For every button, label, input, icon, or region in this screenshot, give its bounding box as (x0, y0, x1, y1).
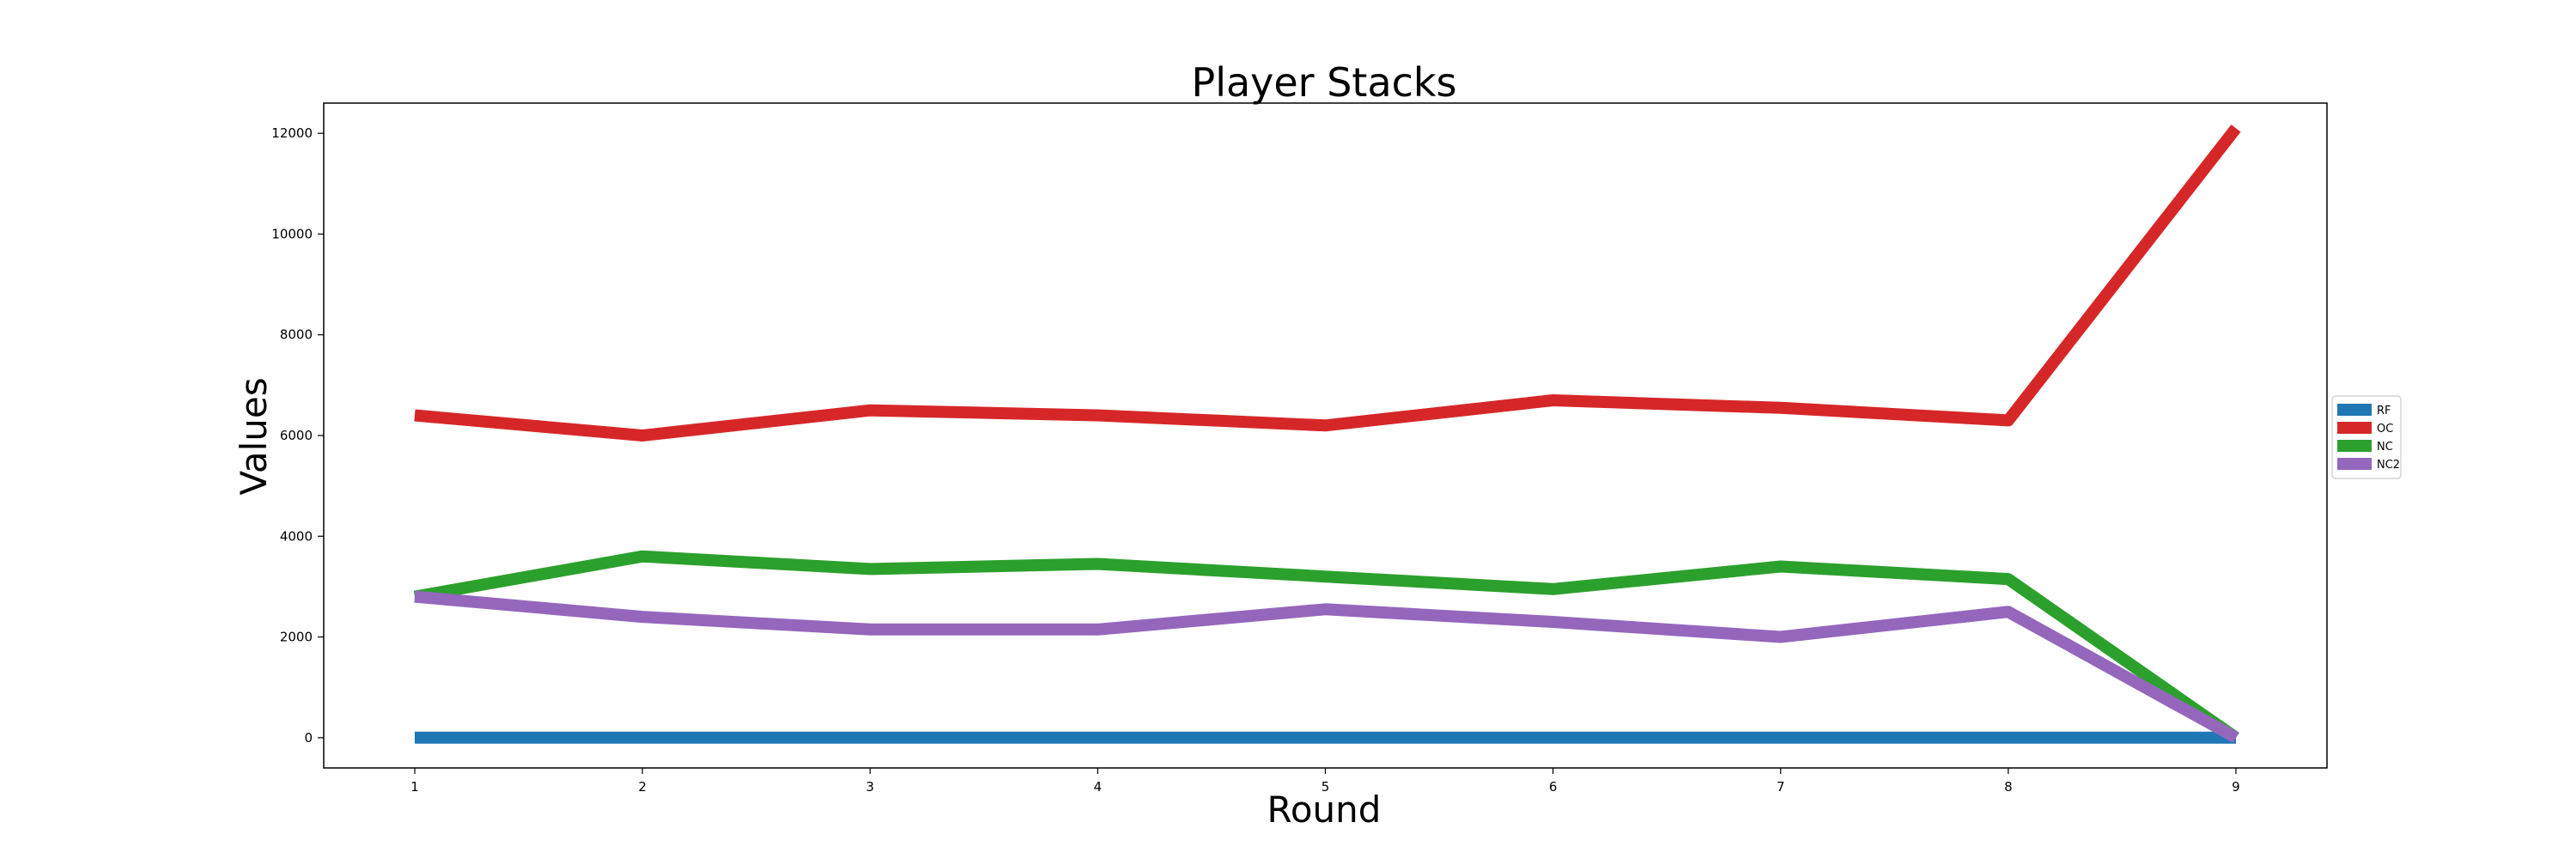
y-axis-title: Values (233, 377, 275, 495)
legend-swatch-nc2 (2337, 458, 2372, 470)
legend-label-nc: NC (2377, 441, 2393, 454)
legend-swatch-nc (2337, 440, 2372, 452)
legend-swatch-rf (2337, 404, 2372, 416)
y-axis-ticks: 0 2000 4000 6000 8000 10000 12000 (271, 125, 324, 746)
series-line-nc2 (414, 590, 2239, 743)
x-tick-label: 5 (1321, 779, 1330, 795)
series-line-nc (413, 550, 2240, 743)
x-tick-label: 7 (1777, 779, 1785, 795)
y-tick-label: 2000 (280, 630, 313, 645)
x-tick-label: 2 (638, 779, 647, 795)
x-tick-label: 3 (866, 779, 874, 795)
x-tick-label: 4 (1094, 779, 1103, 795)
y-tick-label: 4000 (280, 528, 313, 544)
chart-title: Player Stacks (1191, 59, 1456, 106)
y-tick-label: 6000 (280, 428, 313, 443)
y-tick-label: 0 (304, 730, 313, 746)
legend-label-nc2: NC2 (2377, 459, 2400, 472)
y-tick-label: 8000 (280, 327, 313, 343)
y-tick-label: 10000 (271, 226, 313, 241)
series-layer (413, 124, 2241, 744)
x-tick-label: 8 (2004, 779, 2013, 795)
legend-label-oc: OC (2377, 423, 2393, 436)
x-tick-label: 9 (2232, 779, 2240, 795)
series-line-oc (414, 124, 2241, 442)
legend: RF OC NC NC2 (2331, 395, 2402, 479)
x-axis-title: Round (1267, 789, 1382, 831)
y-tick-label: 12000 (271, 125, 313, 141)
x-axis-ticks: 1 2 3 4 5 6 7 8 9 (410, 768, 2240, 795)
x-tick-label: 6 (1549, 779, 1558, 795)
legend-label-rf: RF (2377, 405, 2391, 417)
x-tick-label: 1 (410, 779, 419, 795)
legend-swatch-oc (2337, 422, 2372, 434)
